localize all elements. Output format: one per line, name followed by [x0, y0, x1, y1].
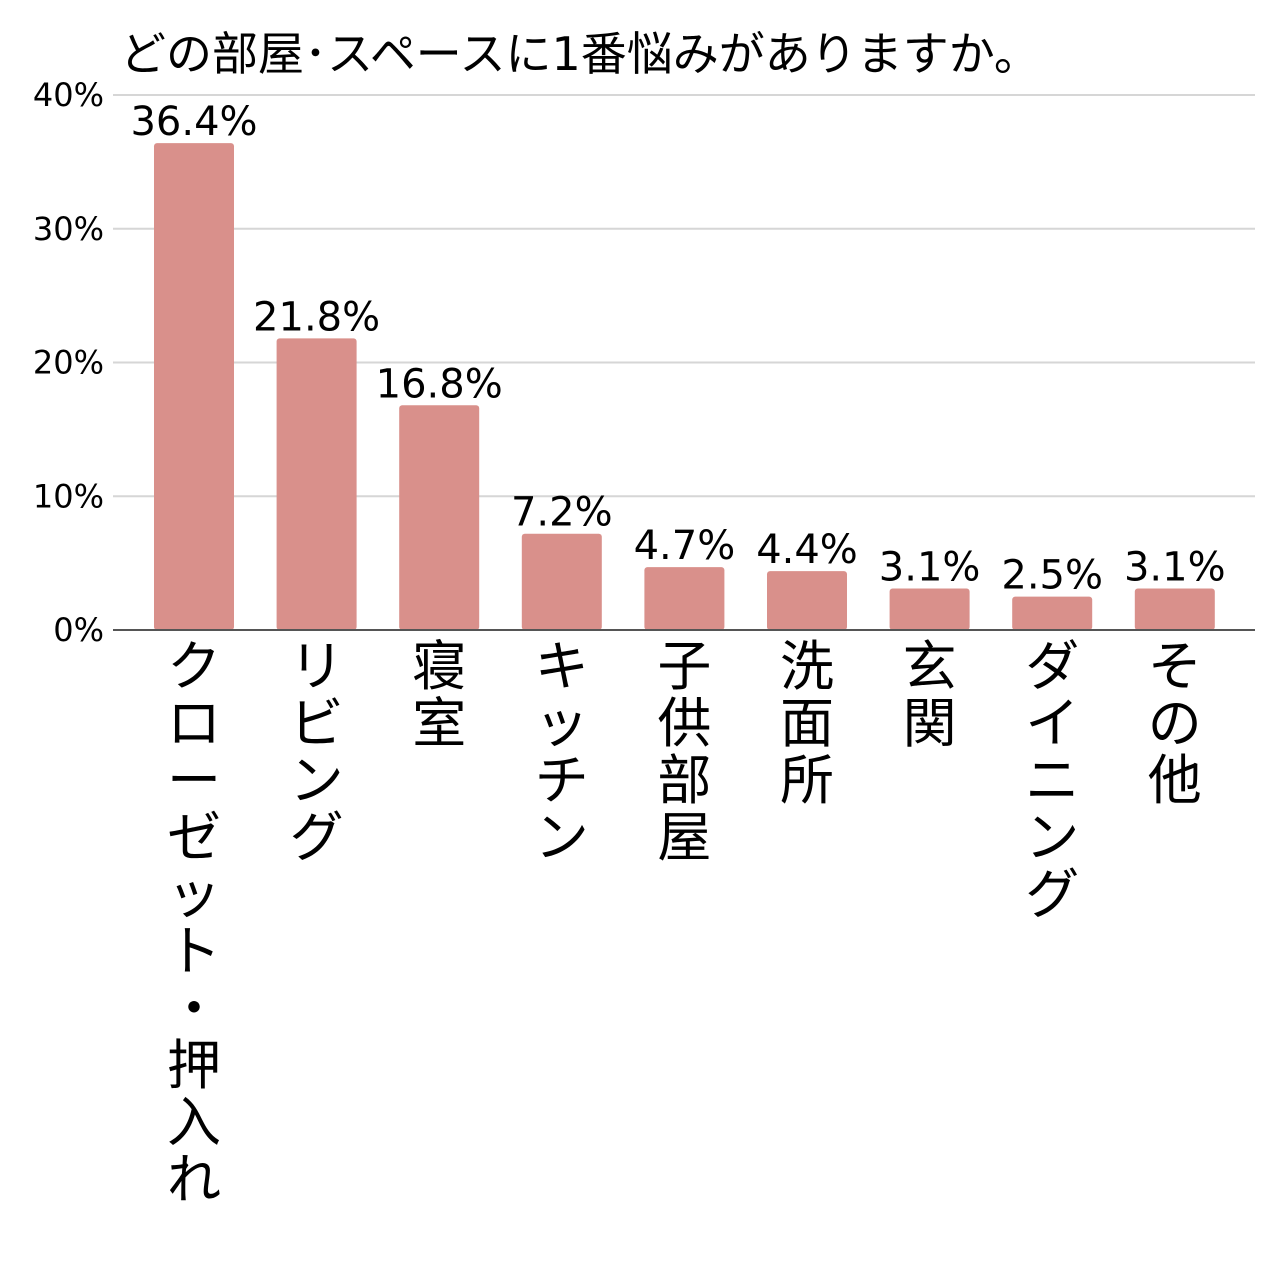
data-label: 7.2% — [511, 490, 613, 536]
data-label: 3.1% — [879, 545, 981, 591]
bar — [889, 588, 970, 630]
bar — [399, 405, 480, 630]
category-label: ダイニング — [1025, 635, 1079, 926]
bar — [276, 338, 357, 630]
bars — [154, 143, 1215, 630]
category-label: その他 — [1148, 635, 1202, 812]
bar — [1012, 596, 1093, 630]
data-label: 2.5% — [1001, 553, 1103, 599]
bar — [154, 143, 234, 630]
data-label: 21.8% — [253, 294, 380, 340]
category-label: 子供部屋 — [657, 635, 711, 869]
y-tick-label: 30% — [33, 210, 104, 248]
chart-title: どの部屋･スペースに1番悩みがありますか。 — [120, 27, 1040, 81]
data-label: 36.4% — [130, 99, 257, 145]
y-tick-label: 0% — [53, 611, 104, 649]
category-label: リビング — [290, 635, 344, 869]
y-axis-ticks: 0% 10% 20% 30% 40% — [33, 76, 104, 649]
bar — [1134, 588, 1215, 630]
bar — [644, 567, 725, 630]
category-label: キッチン — [535, 635, 589, 869]
category-labels: クローゼット・押入れ リビング 寝室 キッチン 子供部屋 洗面所 玄関 ダイニング その他 — [167, 635, 1202, 1211]
bar — [767, 571, 847, 630]
category-label: クローゼット・押入れ — [167, 635, 221, 1211]
y-tick-label: 10% — [33, 477, 104, 515]
bar — [521, 533, 602, 630]
data-label: 3.1% — [1124, 545, 1226, 591]
data-label: 16.8% — [376, 361, 503, 407]
y-tick-label: 40% — [33, 76, 104, 114]
data-label: 4.7% — [634, 523, 736, 569]
y-tick-label: 20% — [33, 344, 104, 382]
category-label: 玄関 — [903, 635, 957, 755]
value-labels: 36.4% 21.8% 16.8% 7.2% 4.7% 4.4% 3.1% 2.5% 3.1% — [130, 99, 1225, 598]
data-label: 4.4% — [756, 527, 858, 573]
category-label: 洗面所 — [780, 635, 834, 812]
category-label: 寝室 — [412, 635, 466, 755]
